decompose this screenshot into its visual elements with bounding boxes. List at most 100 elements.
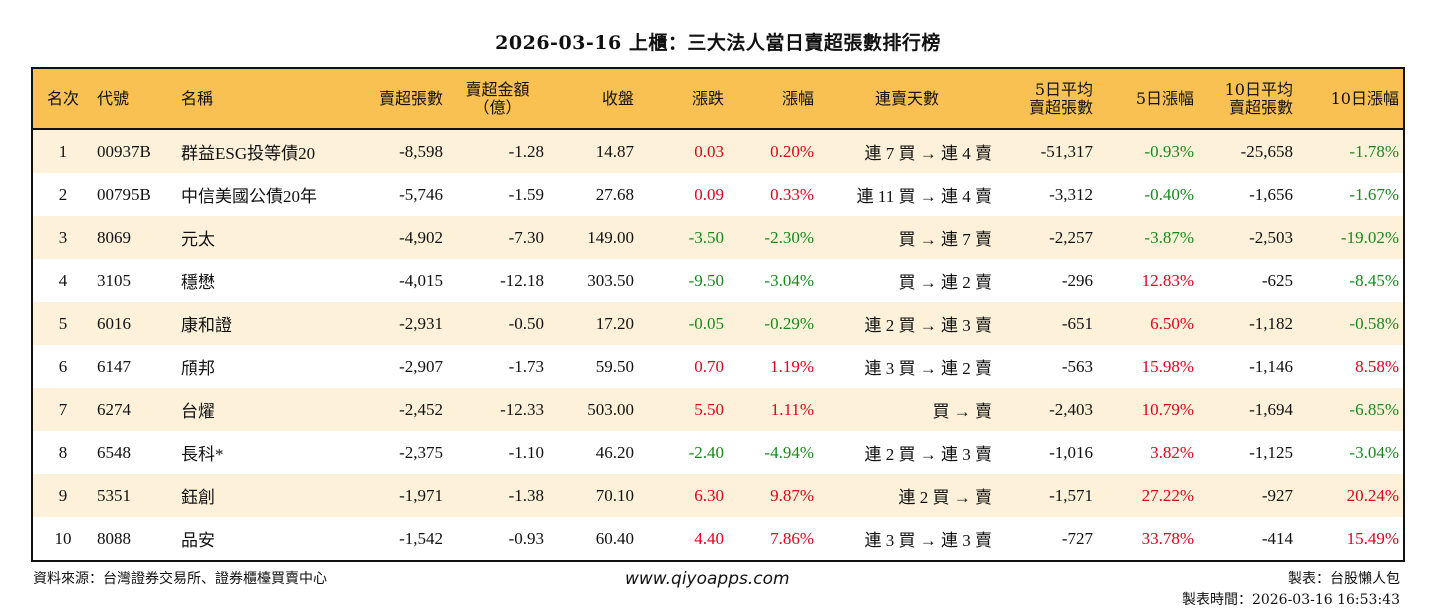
table-cell: -2,452 [399, 399, 443, 419]
table-cell: 0.70 [694, 356, 724, 376]
table-header: 名次 代號 名稱 賣超張數 賣超金額 （億） 收盤 漲跌 漲幅 連賣天數 5日平均 賣超張數 5日漲… [33, 69, 1403, 129]
table-row: 5 6016 康和證 -2,931 -0.50 17.20 -0.05 -0.29% 連 2 買… [33, 302, 1403, 345]
table-cell: 2 [58, 184, 68, 204]
column-header: 收盤 [601, 88, 634, 108]
table-cell: -563 [1061, 356, 1093, 376]
column-header: 10日漲幅 [1330, 88, 1399, 108]
table-cell: -3,312 [1049, 184, 1093, 204]
table-cell: 7 [58, 399, 68, 419]
author: 製表：台股懶人包 [1288, 571, 1400, 587]
table-cell: -9.50 [688, 270, 724, 290]
table-cell: 康和證 [181, 316, 232, 335]
table-cell: 00937B [97, 141, 151, 161]
table-cell: 17.20 [595, 313, 634, 333]
table-cell: 15.98% [1141, 356, 1194, 376]
table-cell: -1.10 [508, 442, 544, 462]
table-cell: 連 2 買 → 連 3 賣 [864, 445, 993, 464]
table-cell: -296 [1061, 270, 1093, 290]
table-cell: -3.87% [1144, 227, 1194, 247]
table-cell: -3.04% [764, 270, 814, 290]
table-cell: 連 2 買 → 賣 [898, 488, 993, 507]
table-cell: -6.85% [1349, 399, 1399, 419]
table-row: 10 8088 品安 -1,542 -0.93 60.40 4.40 7.86% 連 3 買 →… [33, 517, 1403, 560]
table-cell: 6016 [97, 313, 131, 333]
table-cell: 3 [58, 227, 68, 247]
table-cell: -727 [1061, 528, 1093, 548]
table-cell: 10 [54, 528, 72, 548]
table-cell: -2,907 [399, 356, 443, 376]
table-row: 4 3105 穩懋 -4,015 -12.18 303.50 -9.50 -3.04% 買 → … [33, 259, 1403, 302]
table-row: 2 00795B 中信美國公債20年 -5,746 -1.59 27.68 0.09 0.33… [33, 173, 1403, 216]
column-header: 賣超金額 （億） [465, 79, 530, 117]
column-header: 10日平均 賣超張數 [1224, 79, 1293, 117]
table-cell: -2.40 [688, 442, 724, 462]
table-cell: -651 [1061, 313, 1093, 333]
table-cell: -8.45% [1349, 270, 1399, 290]
website-link[interactable]: www.qiyoapps.com [625, 569, 790, 589]
table-cell: 買 → 賣 [932, 402, 993, 421]
table-cell: 連 3 買 → 連 3 賣 [864, 531, 993, 550]
table-cell: 9.87% [770, 485, 814, 505]
column-header: 賣超張數 [378, 88, 443, 108]
table-cell: 149.00 [587, 227, 634, 247]
table-cell: 5.50 [694, 399, 724, 419]
table-cell: 6147 [97, 356, 131, 376]
table-cell: 4 [58, 270, 68, 290]
table-cell: 9 [58, 485, 68, 505]
table-cell: -51,317 [1040, 141, 1093, 161]
timestamp: 製表時間：2026-03-16 16:53:43 [1181, 592, 1400, 608]
table-cell: 買 → 連 7 賣 [898, 230, 993, 249]
table-cell: -1.59 [508, 184, 544, 204]
table-cell: 5351 [97, 485, 131, 505]
table-cell: 頎邦 [181, 359, 215, 378]
table-cell: -0.29% [764, 313, 814, 333]
table-cell: 長科* [181, 445, 224, 464]
table-cell: -0.50 [508, 313, 544, 333]
table-cell: -2,931 [399, 313, 443, 333]
table-cell: 1 [58, 141, 68, 161]
table-cell: 穩懋 [181, 273, 215, 292]
table-cell: 8.58% [1355, 356, 1399, 376]
table-cell: 303.50 [587, 270, 634, 290]
table-cell: -1.73 [508, 356, 544, 376]
table-cell: 8 [58, 442, 68, 462]
table-cell: -0.93 [508, 528, 544, 548]
table-cell: 6.30 [694, 485, 724, 505]
column-header: 名稱 [181, 88, 214, 108]
table-cell: 5 [58, 313, 68, 333]
table-cell: 連 11 買 → 連 4 賣 [856, 187, 992, 206]
table-cell: 3105 [97, 270, 131, 290]
table-cell: -2,257 [1049, 227, 1093, 247]
table-cell: 連 7 買 → 連 4 賣 [864, 144, 993, 163]
table-cell: -0.05 [688, 313, 724, 333]
page-title: 2026-03-16 上櫃：三大法人當日賣超張數排行榜 [495, 32, 941, 54]
table-cell: -12.18 [500, 270, 544, 290]
table-cell: -1,125 [1249, 442, 1293, 462]
table-cell: -1,146 [1249, 356, 1293, 376]
table-cell: 品安 [181, 531, 215, 550]
table-cell: -8,598 [399, 141, 443, 161]
table-cell: 20.24% [1346, 485, 1399, 505]
table-cell: -1,971 [399, 485, 443, 505]
table-cell: 0.03 [694, 141, 724, 161]
table-row: 1 00937B 群益ESG投等債20 -8,598 -1.28 14.87 0.03 0.2… [33, 129, 1403, 173]
table-cell: -4,902 [399, 227, 443, 247]
table-cell: 6.50% [1150, 313, 1194, 333]
table-cell: 0.20% [770, 141, 814, 161]
column-header: 5日平均 賣超張數 [1028, 79, 1093, 117]
table-cell: 0.33% [770, 184, 814, 204]
table-cell: 8069 [97, 227, 131, 247]
table-cell: 連 2 買 → 連 3 賣 [864, 316, 993, 335]
net-sell-ranking-table: 名次 代號 名稱 賣超張數 賣超金額 （億） 收盤 漲跌 漲幅 連賣天數 5日平均 賣超張數 5日漲… [31, 67, 1405, 562]
table-cell: 1.11% [770, 399, 814, 419]
table-row: 9 5351 鈺創 -1,971 -1.38 70.10 6.30 9.87% 連 2 買 → … [33, 474, 1403, 517]
table-row: 6 6147 頎邦 -2,907 -1.73 59.50 0.70 1.19% 連 3 買 → … [33, 345, 1403, 388]
table-cell: 33.78% [1141, 528, 1194, 548]
table-cell: 1.19% [770, 356, 814, 376]
table-cell: 46.20 [595, 442, 634, 462]
table-cell: -414 [1261, 528, 1293, 548]
table-cell: -7.30 [508, 227, 544, 247]
table-cell: -2,403 [1049, 399, 1093, 419]
table-cell: 鈺創 [181, 488, 215, 507]
table-cell: -0.58% [1349, 313, 1399, 333]
